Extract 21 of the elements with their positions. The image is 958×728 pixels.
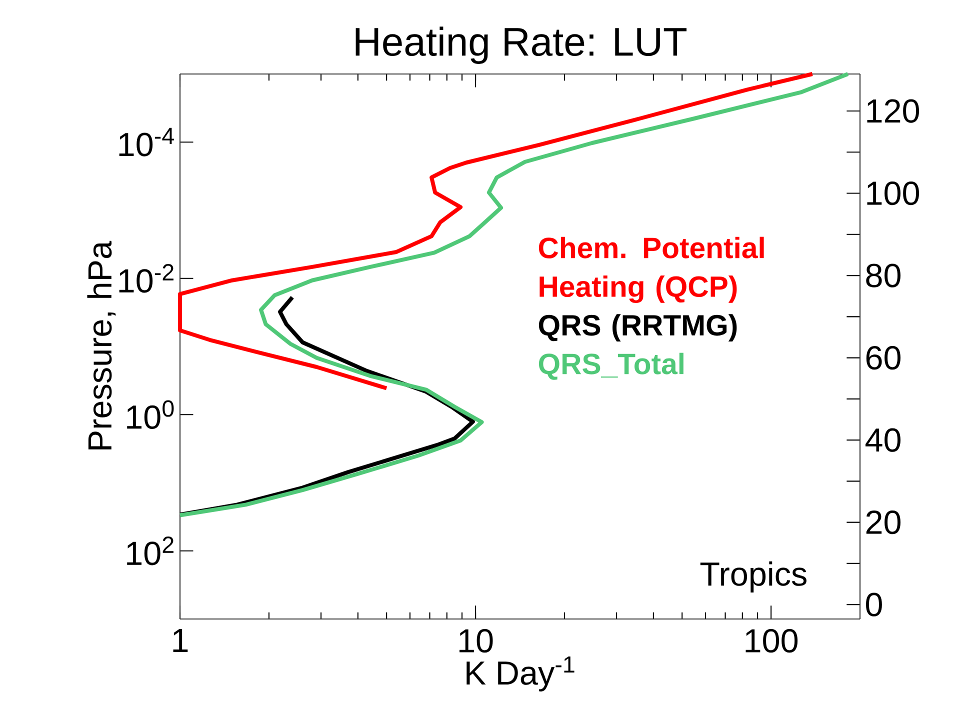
y-tick-label: 10$^{0}$ [127,400,174,429]
y2-tick-label: 40 [865,428,900,452]
text: QRS_Total [538,352,684,380]
y-tick-label: 10$^{2}$ [127,536,174,566]
x-axis-title: K Day$^{-1}$ [466,656,574,692]
text: QRS (RRTMG) [538,314,737,342]
y-tick-label: 10$^{-4}$ [119,128,174,156]
y2-tick-label: 0 [866,592,882,616]
text: Chem. Potential Heating (QCP) [538,236,764,303]
y-tick-label: 10$^{-2}$ [119,264,174,293]
x-tick-label: 1 [173,629,188,652]
y2-tick-label: 20 [866,510,900,534]
y2-tick-label: 100 [867,181,920,206]
y2-tick-label: 60 [866,346,900,370]
y-axis-title: Pressure, hPa [87,240,116,450]
x-tick-label: 10 [460,629,493,653]
x-tick-label: 100 [746,629,798,653]
annotation: Tropics [700,561,806,592]
y2-tick-label: 120 [867,99,920,123]
y2-tick-label: 80 [866,264,900,288]
chart-title: Heating Rate: LUT [356,26,687,64]
